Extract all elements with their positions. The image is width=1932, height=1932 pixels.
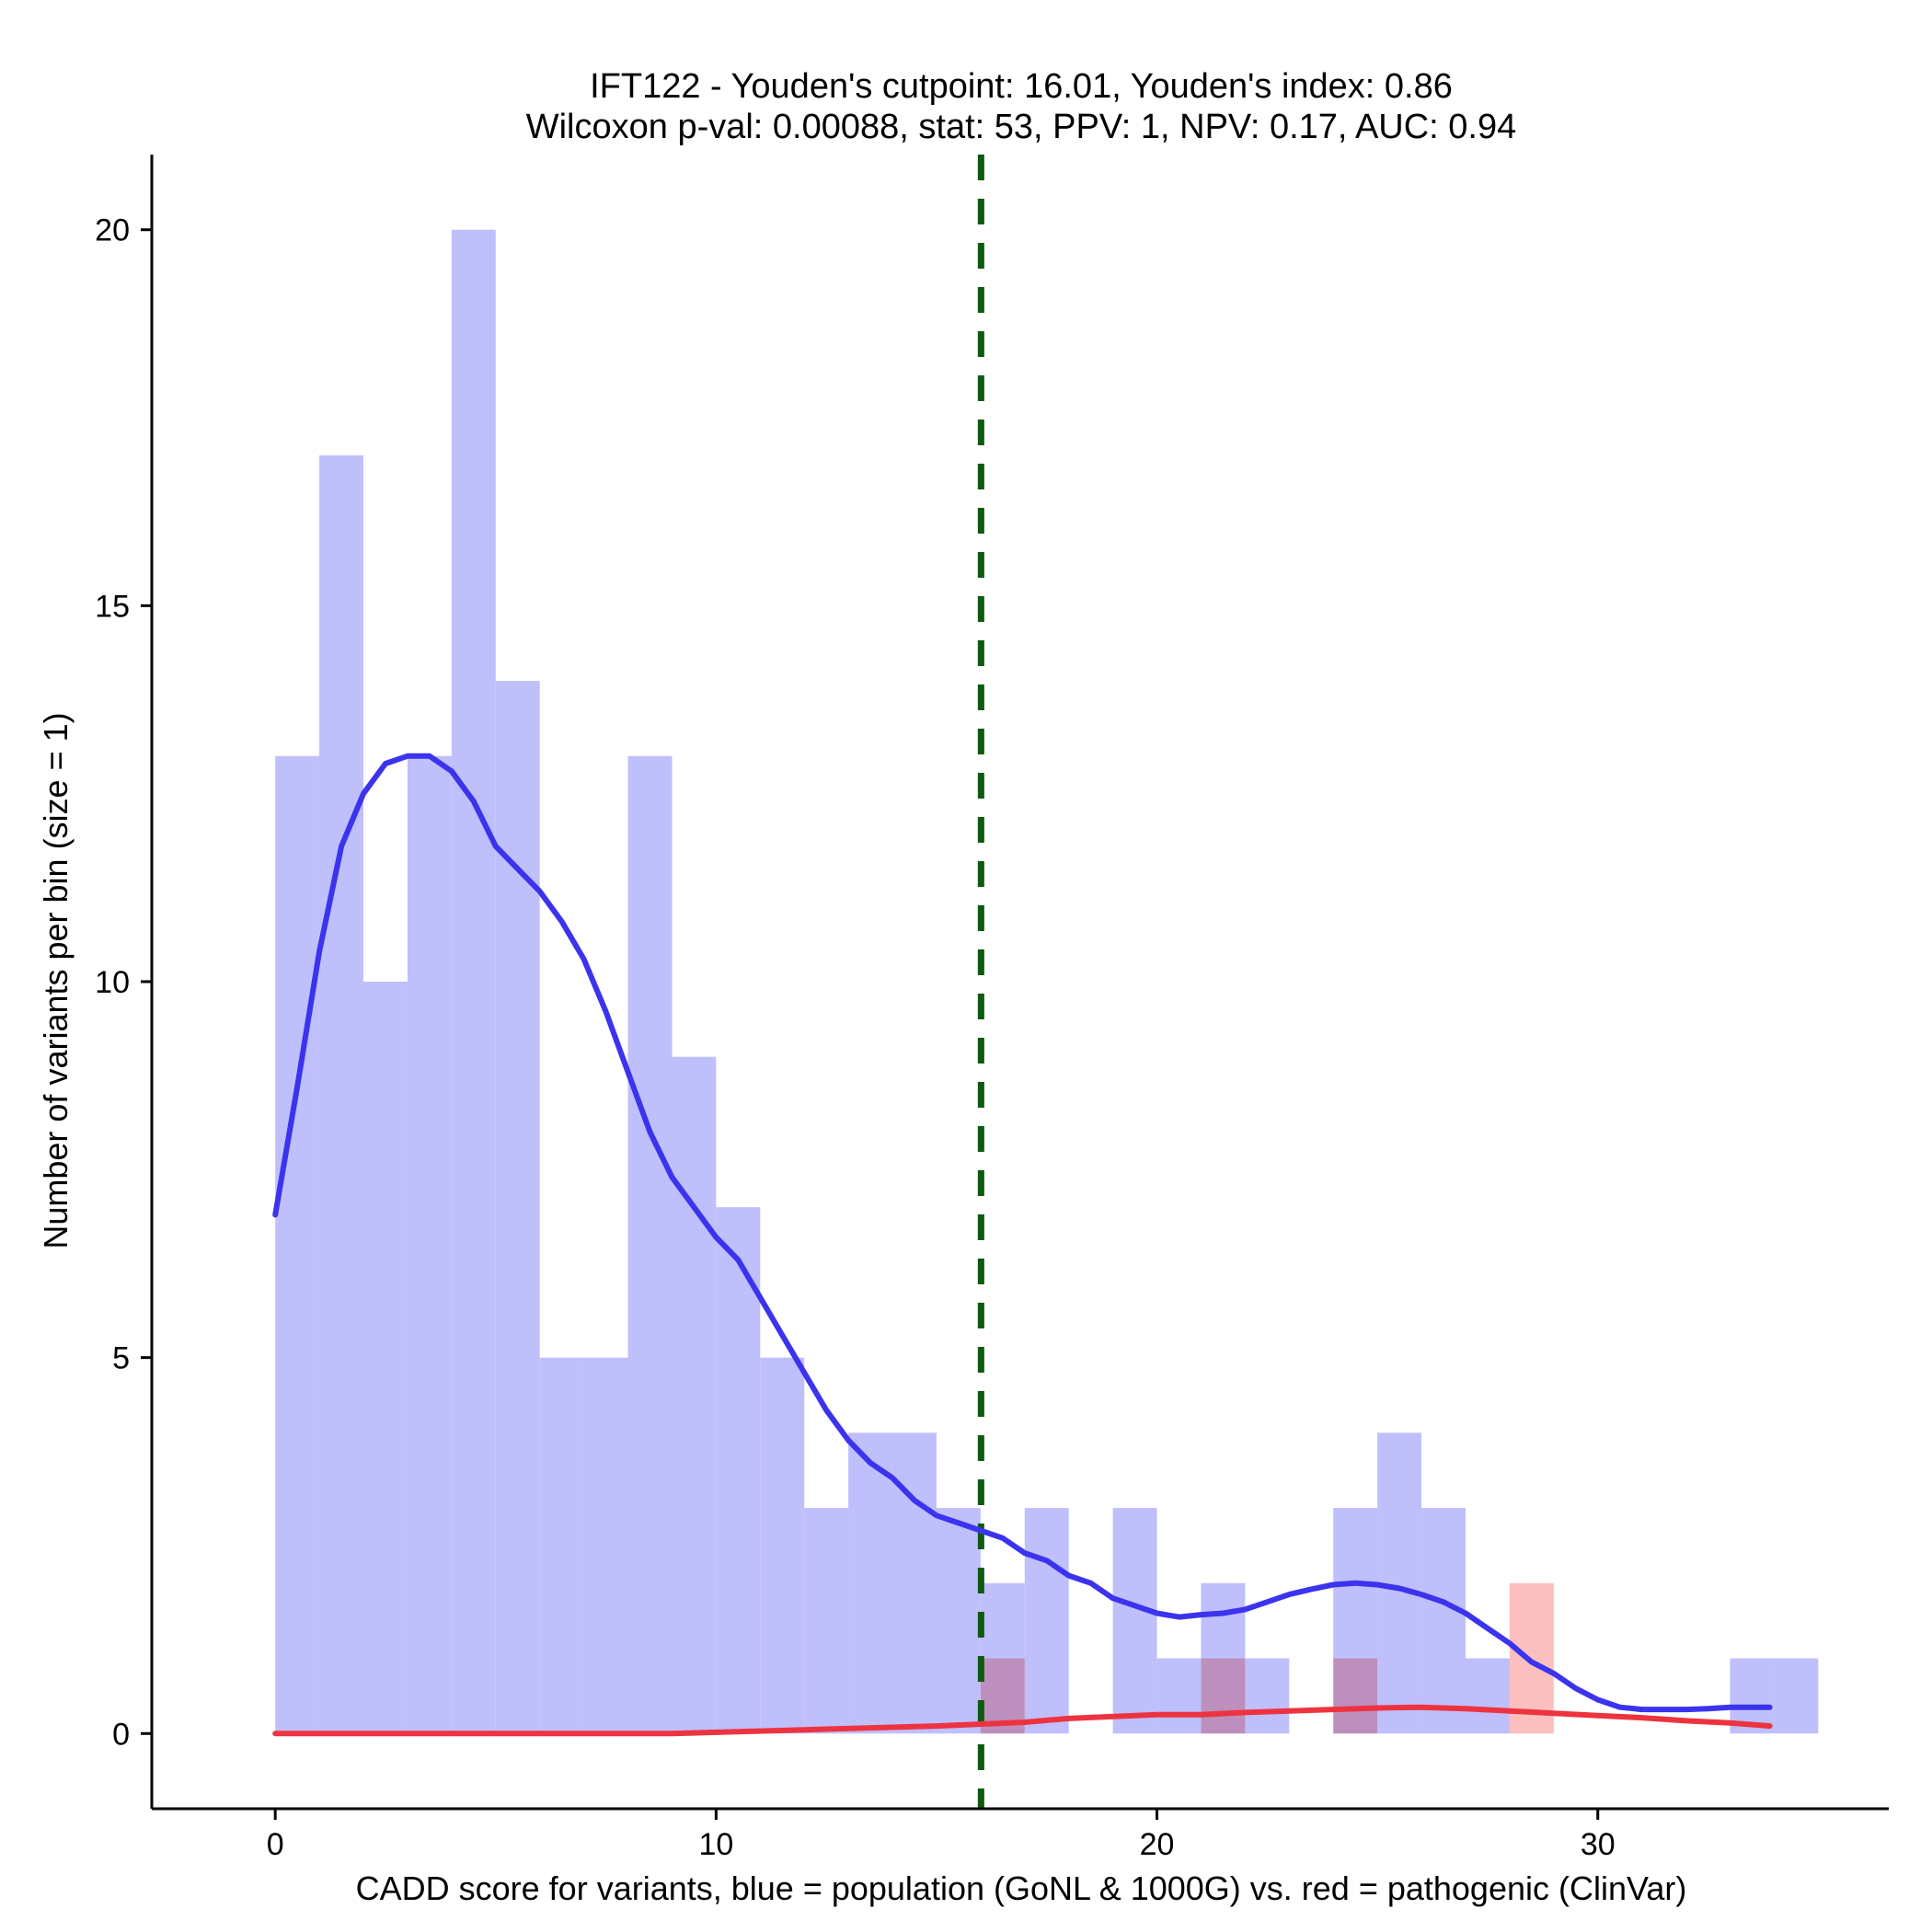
population-bar xyxy=(495,681,540,1734)
population-bar xyxy=(672,1056,717,1734)
y-axis-label: Number of variants per bin (size = 1) xyxy=(37,712,75,1248)
population-bar xyxy=(319,454,364,1734)
population-bar xyxy=(804,1508,849,1734)
y-tick-label: 15 xyxy=(95,589,130,624)
population-bar xyxy=(848,1432,893,1734)
pathogenic-bar xyxy=(1509,1582,1554,1734)
chart-title-line-1: IFT122 - Youden's cutpoint: 16.01, Youde… xyxy=(590,67,1453,106)
bars-layer xyxy=(275,229,1819,1734)
population-bar xyxy=(407,755,452,1734)
population-bar xyxy=(1774,1658,1819,1734)
x-axis-label: CADD score for variants, blue = populati… xyxy=(356,1869,1687,1907)
y-tick-label: 0 xyxy=(112,1717,130,1752)
population-bar xyxy=(1245,1658,1290,1734)
population-bar xyxy=(936,1508,981,1734)
y-tick-label: 5 xyxy=(112,1341,130,1376)
population-bar xyxy=(1421,1508,1466,1734)
population-density-line xyxy=(272,753,1773,1713)
population-bar xyxy=(583,1357,628,1734)
ticks-layer: 0 10 20 30 0 5 10 15 20 xyxy=(95,213,1615,1862)
population-bar xyxy=(1156,1658,1202,1734)
pathogenic-bar xyxy=(1201,1658,1246,1734)
x-tick-label: 10 xyxy=(698,1827,733,1862)
density-lines-layer xyxy=(272,155,1773,1809)
population-bar xyxy=(539,1357,584,1734)
population-bar xyxy=(1024,1508,1069,1734)
population-bar xyxy=(716,1207,761,1734)
population-bar xyxy=(892,1432,937,1734)
x-tick-label: 0 xyxy=(267,1827,284,1862)
population-bar xyxy=(363,982,408,1734)
population-bar xyxy=(451,229,496,1734)
population-bar xyxy=(1112,1508,1157,1734)
population-bar xyxy=(760,1357,805,1734)
x-tick-label: 30 xyxy=(1581,1827,1616,1862)
population-bar xyxy=(627,755,673,1734)
population-bar xyxy=(275,755,320,1734)
y-tick-label: 10 xyxy=(95,965,130,1000)
pathogenic-density-line xyxy=(272,1704,1773,1737)
chart-title-line-2: Wilcoxon p-val: 0.00088, stat: 53, PPV: … xyxy=(526,108,1517,146)
y-tick-label: 20 xyxy=(95,213,130,248)
x-tick-label: 20 xyxy=(1140,1827,1175,1862)
pathogenic-bar xyxy=(1333,1658,1378,1734)
population-bar xyxy=(1465,1658,1510,1734)
